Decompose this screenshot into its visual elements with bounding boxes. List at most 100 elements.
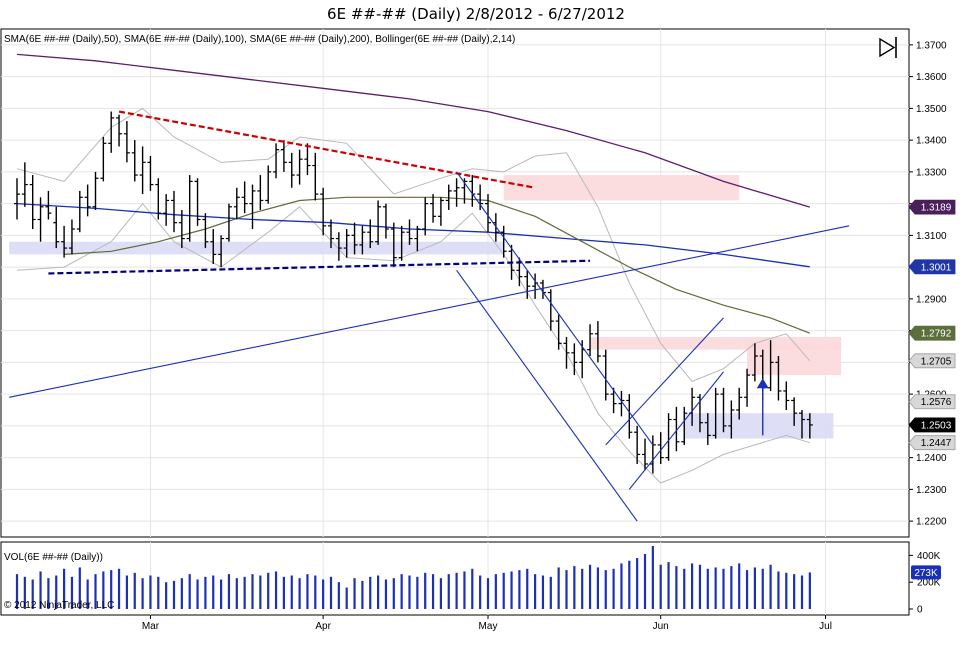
ohlc-bar bbox=[602, 349, 609, 401]
ohlc-bar bbox=[320, 187, 327, 236]
channel-upper bbox=[456, 171, 654, 446]
ohlc-bar bbox=[390, 222, 397, 268]
ohlc-bar bbox=[328, 219, 334, 249]
support-zone bbox=[9, 241, 504, 255]
rising-channel-upper bbox=[605, 317, 724, 446]
x-tick-label: Mar bbox=[142, 621, 160, 632]
volume-legend: VOL(6E ##-## (Daily)) bbox=[4, 552, 103, 563]
ohlc-bar bbox=[343, 229, 350, 258]
ohlc-bar bbox=[123, 121, 130, 163]
ohlc-bar bbox=[273, 143, 280, 179]
ohlc-bar bbox=[524, 270, 531, 299]
ohlc-bar bbox=[547, 289, 554, 331]
ohlc-bar bbox=[335, 232, 342, 261]
ohlc-bar bbox=[367, 219, 374, 249]
ohlc-bar bbox=[194, 178, 201, 226]
ohlc-bar bbox=[744, 368, 751, 407]
price-label-bg bbox=[908, 394, 956, 410]
ohlc-bar bbox=[806, 413, 813, 439]
ohlc-bar bbox=[249, 184, 256, 230]
ohlc-bar bbox=[265, 165, 272, 204]
ohlc-bar bbox=[116, 114, 123, 147]
ohlc-bar bbox=[477, 184, 484, 210]
x-tick-label: Apr bbox=[315, 621, 331, 632]
price-label-badge: 1.2792 bbox=[908, 325, 956, 341]
price-label-bg bbox=[908, 417, 956, 433]
ohlc-bar bbox=[594, 321, 601, 363]
price-label-text: 1.2576 bbox=[921, 397, 952, 408]
ohlc-bar bbox=[422, 197, 429, 236]
volume-current-label: 273K bbox=[914, 568, 938, 579]
price-label-text: 1.3001 bbox=[921, 262, 952, 273]
ohlc-bar bbox=[406, 219, 413, 245]
ohlc-bar bbox=[587, 324, 594, 357]
ohlc-bar bbox=[571, 343, 578, 376]
ohlc-bar bbox=[382, 203, 389, 239]
ohlc-bar bbox=[21, 162, 28, 207]
ohlc-bar bbox=[500, 225, 507, 258]
y-tick-label: 1.3500 bbox=[916, 104, 947, 115]
ohlc-bar bbox=[642, 438, 648, 471]
price-label-badge: 1.3001 bbox=[908, 259, 956, 275]
ohlc-bar bbox=[155, 178, 162, 220]
ohlc-bar bbox=[14, 178, 20, 220]
volume-tick-label: 0 bbox=[917, 605, 923, 616]
price-label-bg bbox=[908, 259, 956, 275]
resistance-zone bbox=[503, 175, 740, 201]
price-label-bg bbox=[908, 353, 956, 369]
price-label-text: 1.3189 bbox=[921, 203, 952, 214]
volume-tick-label: 400K bbox=[917, 551, 941, 562]
ohlc-bar bbox=[61, 225, 68, 258]
ohlc-bar bbox=[210, 229, 217, 264]
ohlc-bar bbox=[131, 140, 138, 182]
ohlc-bar bbox=[92, 171, 99, 210]
resistance-zone bbox=[747, 343, 842, 376]
ohlc-bar bbox=[728, 400, 735, 439]
ohlc-bar bbox=[178, 209, 185, 249]
ohlc-bar bbox=[751, 343, 758, 382]
ohlc-bar bbox=[280, 140, 287, 172]
price-label-text: 1.2792 bbox=[921, 329, 952, 340]
zone-layer bbox=[9, 175, 842, 439]
ohlc-bar bbox=[453, 178, 460, 207]
ohlc-bar bbox=[430, 194, 437, 223]
ohlc-bar bbox=[351, 222, 358, 255]
ohlc-bar bbox=[414, 225, 421, 252]
ohlc-bar bbox=[100, 136, 107, 182]
ohlc-bar bbox=[704, 413, 711, 445]
ohlc-bar bbox=[45, 190, 52, 220]
play-marker-icon[interactable] bbox=[879, 37, 897, 58]
price-label-bg bbox=[908, 325, 956, 341]
ohlc-bar bbox=[225, 203, 232, 242]
ohlc-bar bbox=[171, 190, 177, 233]
ohlc-bar bbox=[359, 225, 366, 255]
ohlc-bar bbox=[618, 390, 625, 417]
ohlc-bar bbox=[485, 194, 491, 233]
ohlc-bar bbox=[288, 152, 295, 188]
ohlc-bar bbox=[139, 146, 146, 195]
ohlc-bar bbox=[29, 175, 36, 230]
y-tick-label: 1.2400 bbox=[916, 453, 947, 464]
y-tick-label: 1.2900 bbox=[916, 294, 947, 305]
ohlc-bar bbox=[375, 200, 382, 245]
ohlc-bar bbox=[84, 184, 91, 217]
ohlc-bar bbox=[37, 197, 44, 242]
volume-current-bg bbox=[911, 565, 941, 580]
ohlc-bar bbox=[681, 406, 688, 445]
volume-layer bbox=[15, 546, 811, 609]
channel-lower bbox=[456, 269, 638, 522]
y-tick-label: 1.3400 bbox=[916, 136, 947, 147]
price-label-bg bbox=[908, 199, 956, 215]
ohlc-bar bbox=[147, 156, 154, 191]
y-tick-label: 1.3100 bbox=[916, 231, 947, 242]
ohlc-bar bbox=[304, 143, 311, 176]
ohlc-bar bbox=[68, 219, 75, 255]
ohlc-bar bbox=[799, 410, 805, 439]
ohlc-bar bbox=[634, 425, 641, 464]
support-zone bbox=[684, 413, 834, 439]
volume-current-badge: 273K bbox=[911, 565, 941, 580]
ohlc-bar bbox=[665, 413, 672, 461]
y-tick-label: 1.3700 bbox=[916, 40, 947, 51]
